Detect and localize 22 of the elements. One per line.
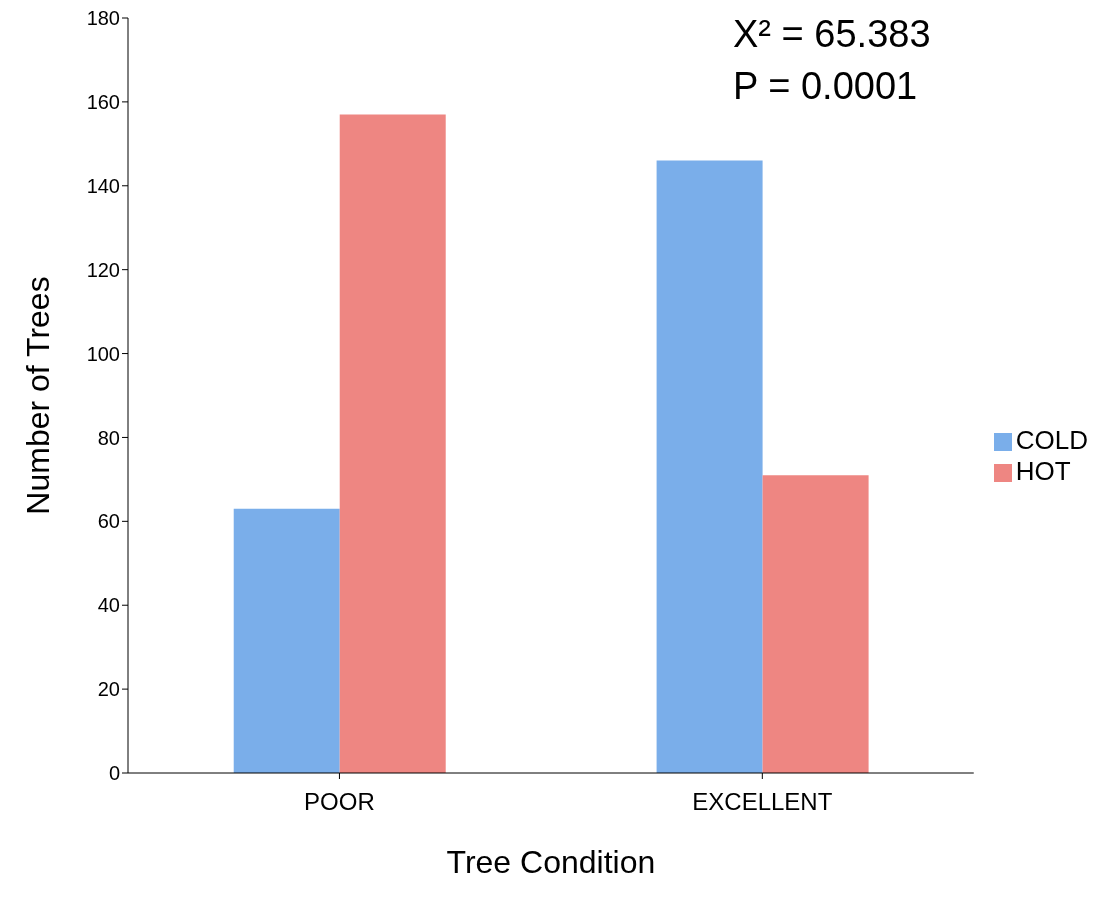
y-tick-label: 40 — [97, 594, 120, 617]
y-axis-title: Number of Trees — [20, 276, 57, 515]
y-tick-label: 140 — [86, 174, 120, 197]
y-tick-label: 80 — [97, 426, 120, 449]
annotation: X² = 65.383 — [733, 12, 931, 57]
bar — [656, 160, 763, 773]
x-tick-label: POOR — [304, 788, 375, 816]
bar — [339, 114, 446, 773]
annotation: P = 0.0001 — [733, 64, 919, 109]
y-tick-label: 20 — [97, 678, 120, 701]
legend-label: COLD — [1015, 424, 1088, 455]
y-tick-label: 0 — [108, 762, 120, 785]
x-axis-title: Tree Condition — [446, 844, 656, 880]
x-tick-label: EXCELLENT — [692, 788, 833, 816]
y-tick-label: 100 — [86, 342, 120, 365]
legend-label: HOT — [1015, 455, 1071, 486]
y-tick-label: 180 — [86, 7, 120, 30]
y-tick-label: 120 — [86, 258, 120, 281]
y-tick-label: 160 — [86, 90, 120, 113]
bar — [233, 508, 340, 773]
y-tick-label: 60 — [97, 510, 120, 533]
bar — [762, 475, 869, 773]
